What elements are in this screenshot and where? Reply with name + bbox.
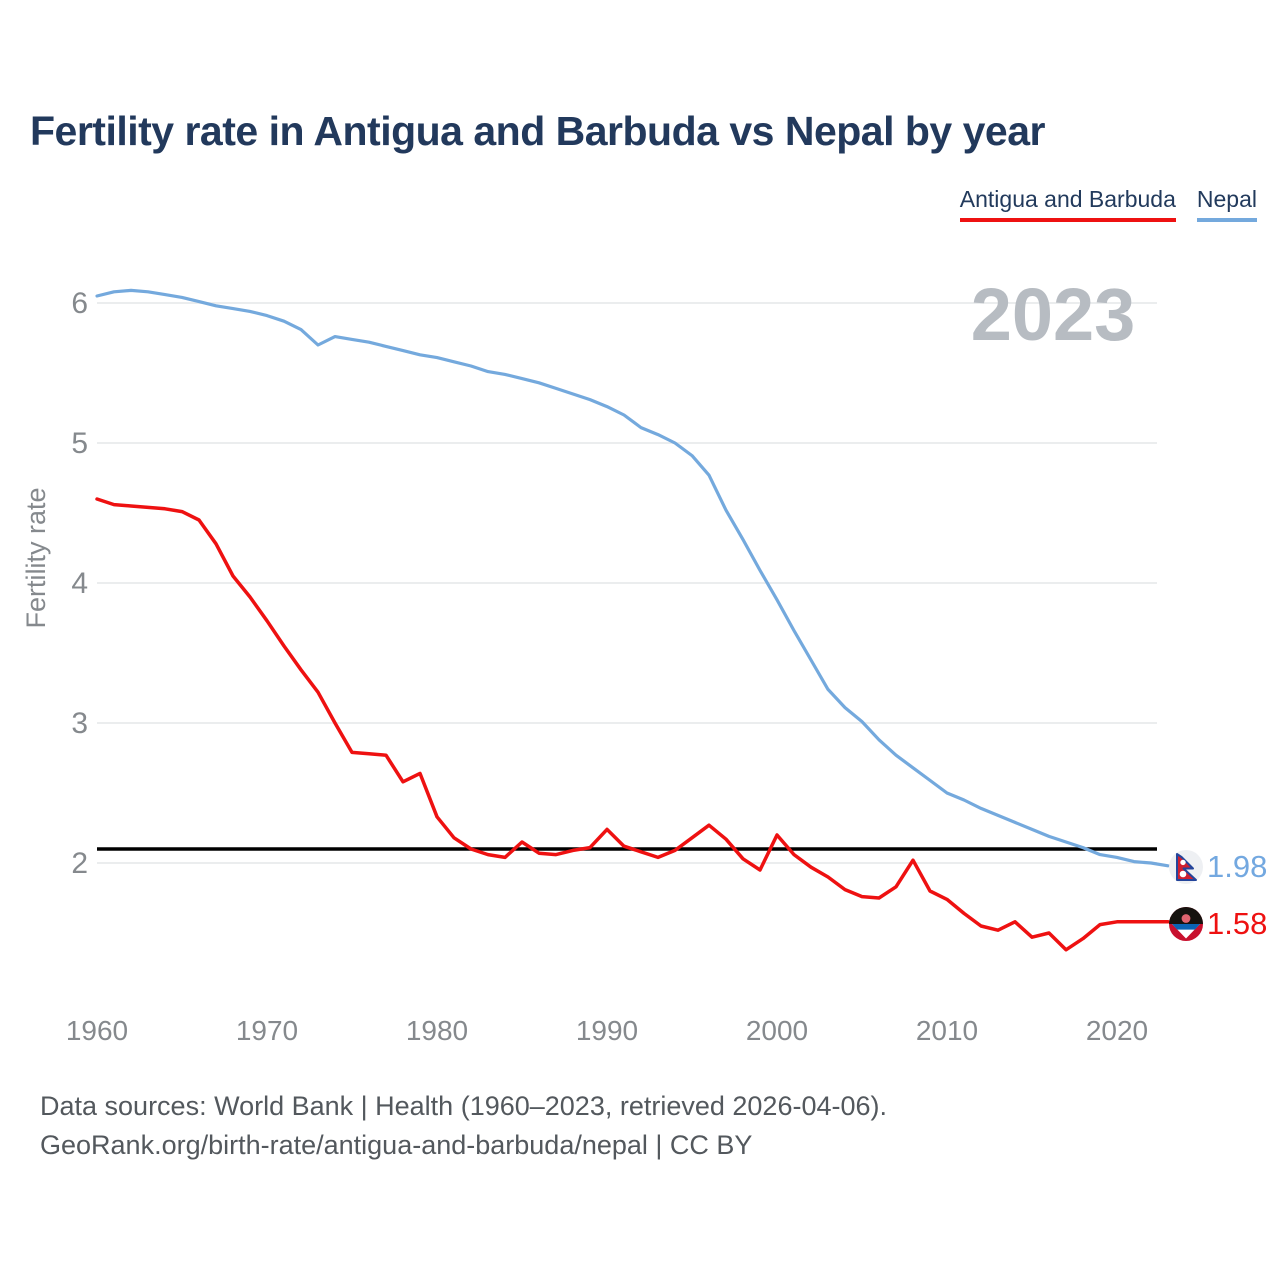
x-tick-label: 2020 — [1086, 1015, 1148, 1046]
y-axis-label: Fertility rate — [21, 487, 51, 628]
legend-label: Nepal — [1196, 186, 1257, 212]
legend-color-bar — [959, 218, 1176, 222]
footer-data-sources: Data sources: World Bank | Health (1960–… — [40, 1091, 887, 1121]
legend-label: Antigua and Barbuda — [959, 186, 1176, 212]
page-title: Fertility rate in Antigua and Barbuda vs… — [30, 108, 1045, 154]
nepal-flag-icon — [1169, 850, 1203, 884]
y-tick-label: 2 — [71, 847, 88, 880]
y-tick-label: 3 — [71, 707, 88, 740]
y-tick-label: 5 — [71, 427, 88, 460]
footer: Data sources: World Bank | Health (1960–… — [40, 1087, 887, 1165]
y-tick-label: 4 — [71, 567, 88, 600]
series-line-antigua-and-barbuda — [95, 497, 1170, 952]
footer-attribution: GeoRank.org/birth-rate/antigua-and-barbu… — [40, 1130, 753, 1160]
watermark-year: 2023 — [971, 273, 1136, 356]
legend: Antigua and Barbuda Nepal — [959, 186, 1257, 222]
end-value-nepal: 1.98 — [1207, 849, 1268, 884]
x-tick-label: 1990 — [576, 1015, 638, 1046]
x-tick-label: 1970 — [236, 1015, 298, 1046]
legend-item-antigua-and-barbuda[interactable]: Antigua and Barbuda — [959, 186, 1176, 222]
x-tick-label: 2000 — [746, 1015, 808, 1046]
y-tick-label: 6 — [71, 287, 88, 320]
x-tick-label: 2010 — [916, 1015, 978, 1046]
x-tick-label: 1980 — [406, 1015, 468, 1046]
legend-item-nepal[interactable]: Nepal — [1196, 186, 1257, 222]
end-value-antigua-and-barbuda: 1.58 — [1207, 906, 1268, 941]
antigua-and-barbuda-flag-icon — [1169, 907, 1203, 941]
legend-color-bar — [1196, 218, 1257, 222]
x-tick-label: 1960 — [66, 1015, 128, 1046]
series-line-nepal — [95, 288, 1170, 868]
